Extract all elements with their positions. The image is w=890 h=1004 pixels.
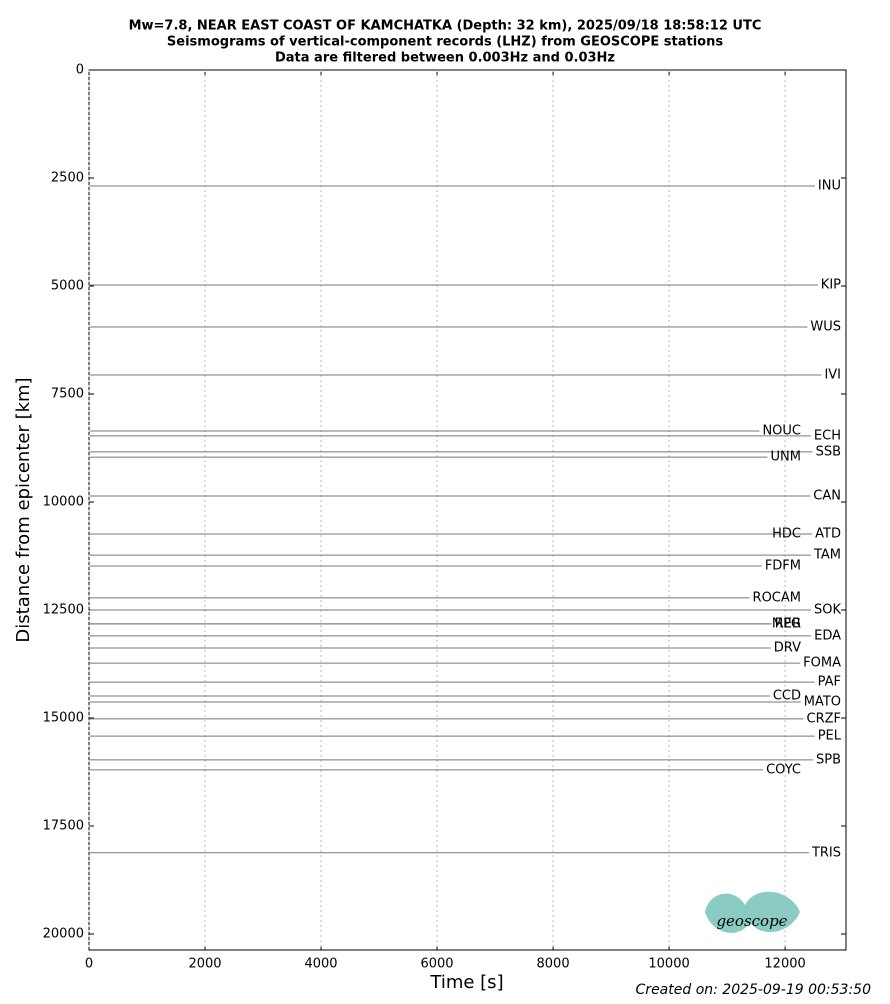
chart-subtitle: Data are filtered between 0.003Hz and 0.… bbox=[275, 51, 615, 66]
x-axis-label: Time [s] bbox=[429, 972, 503, 993]
station-label: FDFM bbox=[765, 558, 801, 573]
y-tick-label: 12500 bbox=[43, 603, 84, 618]
x-tick-label: 6000 bbox=[420, 957, 453, 972]
station-label: CRZF bbox=[807, 711, 842, 726]
station-label: COYC bbox=[766, 762, 801, 777]
y-tick-label: 17500 bbox=[43, 819, 84, 834]
station-label: KIP bbox=[821, 278, 841, 293]
station-label: INU bbox=[818, 178, 841, 193]
station-label: CCD bbox=[773, 688, 801, 703]
station-label: HDC bbox=[772, 526, 801, 541]
logo-shape bbox=[705, 891, 800, 933]
station-label: UNM bbox=[771, 450, 801, 465]
plot-frame bbox=[88, 69, 847, 951]
station-label: DRV bbox=[774, 641, 801, 656]
station-label: PEL bbox=[818, 729, 842, 744]
station-label: MATO bbox=[804, 695, 841, 710]
station-label: ATD bbox=[815, 526, 841, 541]
y-tick-label: 2500 bbox=[51, 171, 84, 186]
station-label: SOK bbox=[814, 603, 841, 618]
station-label: WUS bbox=[810, 320, 841, 335]
chart-title: Mw=7.8, NEAR EAST COAST OF KAMCHATKA (De… bbox=[129, 19, 762, 34]
y-tick-label: 15000 bbox=[43, 711, 84, 726]
station-label: CAN bbox=[813, 488, 841, 503]
y-axis-label: Distance from epicenter [km] bbox=[13, 377, 34, 642]
x-tick-label: 2000 bbox=[188, 957, 221, 972]
station-label: SPB bbox=[816, 752, 841, 767]
station-label: FOMA bbox=[803, 656, 841, 671]
station-label: RER bbox=[775, 616, 801, 631]
station-label: ROCAM bbox=[753, 590, 801, 605]
y-tick-label: 7500 bbox=[51, 387, 84, 402]
chart-subtitle: Seismograms of vertical-component record… bbox=[167, 35, 723, 50]
station-label: PAF bbox=[818, 675, 841, 690]
station-label: ECH bbox=[814, 428, 841, 443]
station-label: SSB bbox=[816, 444, 841, 459]
station-label: MPG bbox=[772, 616, 801, 631]
station-label: IVI bbox=[824, 367, 841, 382]
station-label: NOUC bbox=[762, 423, 801, 438]
station-label: EDA bbox=[814, 628, 841, 643]
y-tick-label: 10000 bbox=[43, 495, 84, 510]
x-tick-label: 8000 bbox=[537, 957, 570, 972]
y-tick-label: 5000 bbox=[51, 279, 84, 294]
footer: Created on: 2025-09-19 00:53:50 bbox=[636, 982, 872, 998]
station-label: TAM bbox=[813, 548, 841, 563]
x-tick-label: 10000 bbox=[648, 957, 689, 972]
y-tick-label: 20000 bbox=[43, 927, 84, 942]
logo-text: geoscope bbox=[716, 912, 787, 930]
logo: geoscope bbox=[705, 891, 800, 933]
station-label: TRIS bbox=[811, 845, 841, 860]
y-tick-label: 0 bbox=[76, 63, 84, 78]
x-tick-label: 12000 bbox=[764, 957, 805, 972]
x-tick-label: 0 bbox=[85, 957, 93, 972]
x-tick-label: 4000 bbox=[304, 957, 337, 972]
